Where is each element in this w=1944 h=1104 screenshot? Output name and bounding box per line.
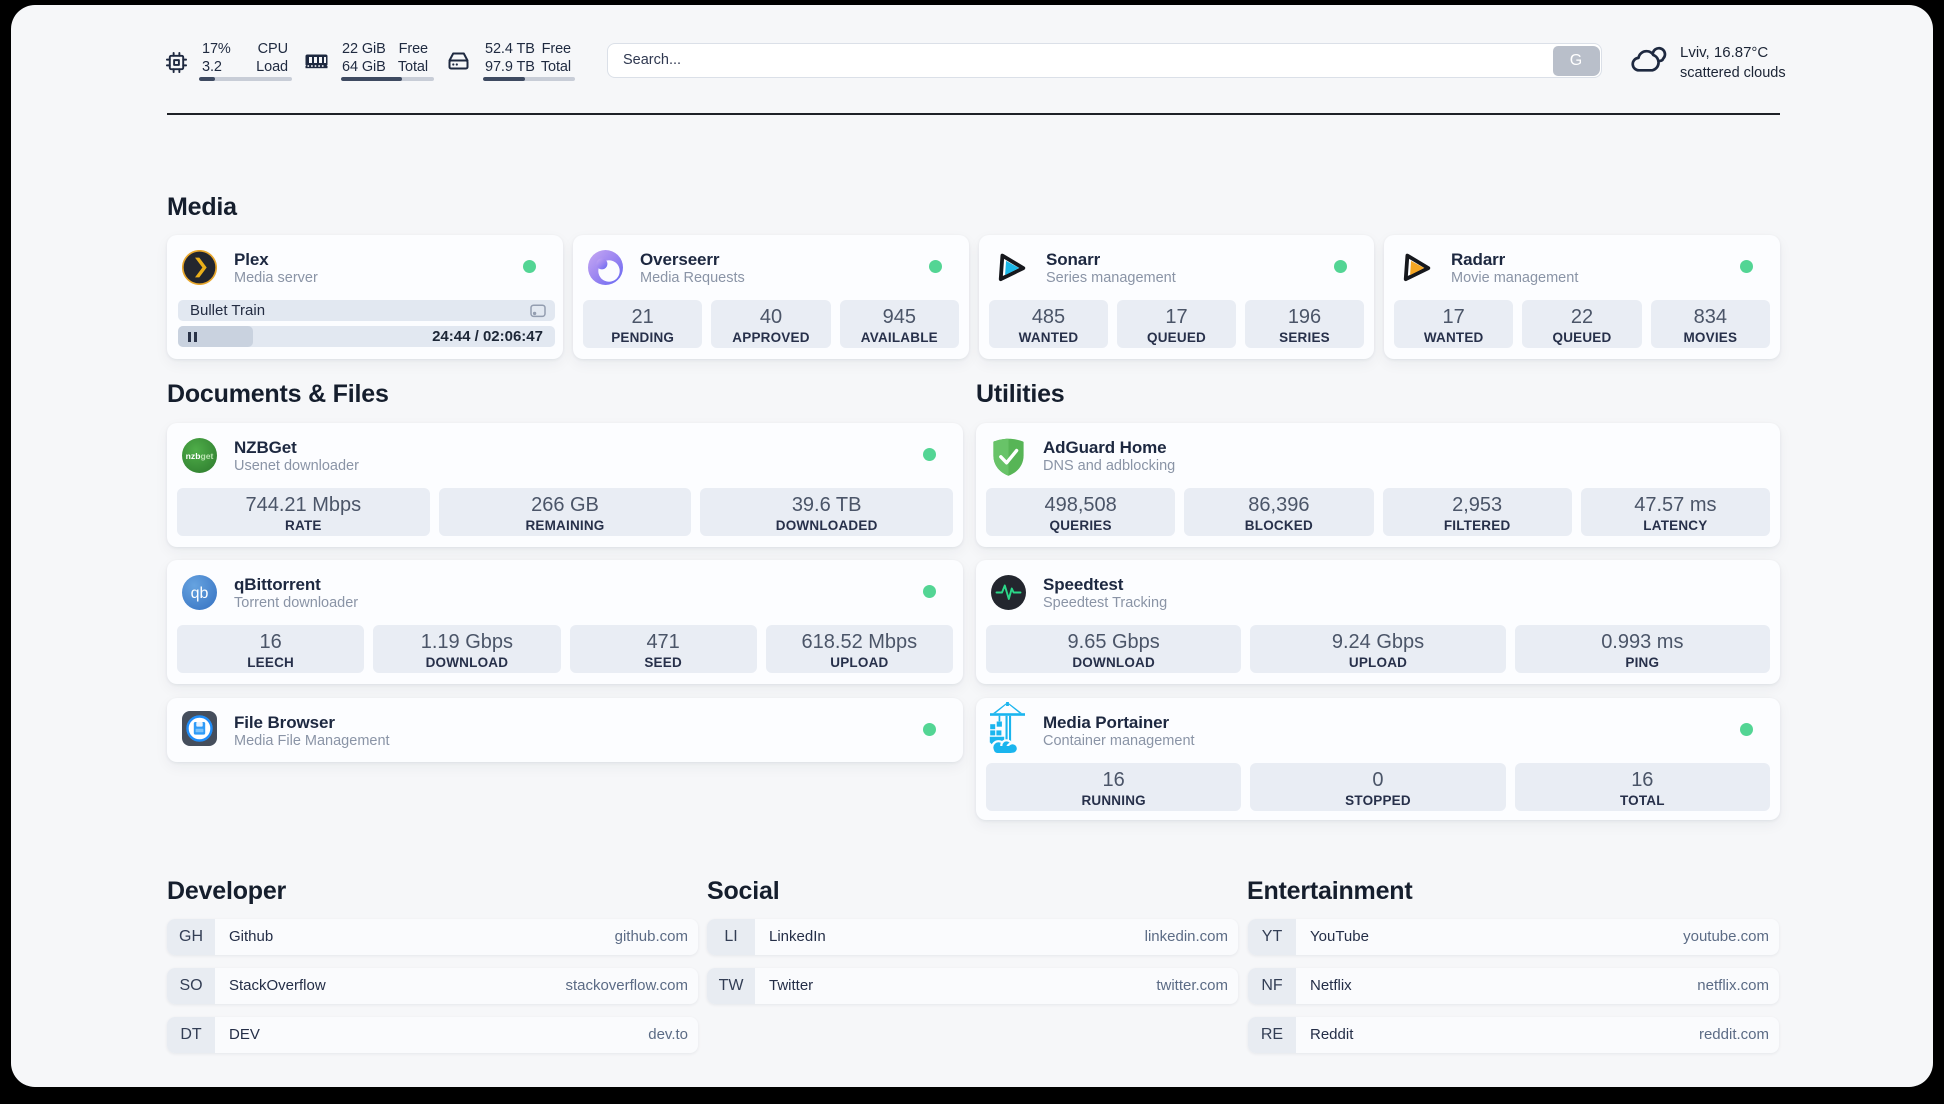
svg-text:nzbget: nzbget xyxy=(186,451,214,461)
svg-text:qb: qb xyxy=(191,585,209,602)
